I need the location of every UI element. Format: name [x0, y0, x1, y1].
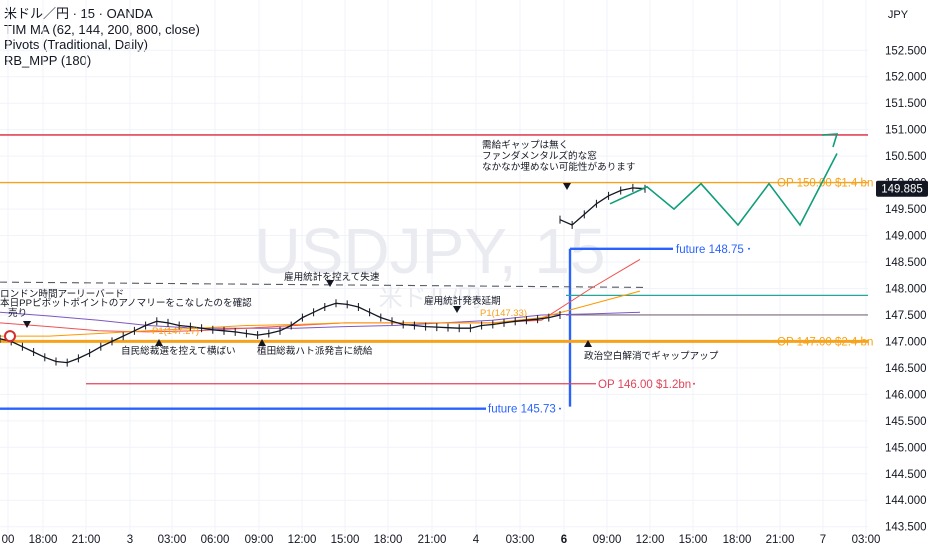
- y-tick-label: 144.500: [885, 469, 927, 481]
- y-tick-label: 149.000: [885, 231, 927, 243]
- annotation-text: ファンダメンタルズ的な窓: [482, 150, 597, 162]
- x-tick-label: 3: [127, 534, 133, 546]
- x-tick-label: 06:00: [201, 534, 230, 546]
- sell-marker-icon: [4, 330, 16, 343]
- x-tick-label: 18:00: [374, 534, 403, 546]
- x-tick-label: 12:00: [288, 534, 317, 546]
- down-arrow-icon: [326, 280, 334, 287]
- x-tick-label: 21:00: [418, 534, 447, 546]
- y-tick-label: 152.000: [885, 72, 927, 84]
- x-tick-label: 09:00: [245, 534, 274, 546]
- y-tick-label: 147.500: [885, 310, 927, 322]
- legend-pivots-indicator[interactable]: Pivots (Traditional, Daily): [4, 37, 149, 52]
- legend-ma-indicator[interactable]: TIM MA (62, 144, 200, 800, close): [4, 21, 200, 37]
- y-tick-label: 143.500: [885, 522, 927, 534]
- annotation-text: 植田総裁ハト派発言に続給: [257, 345, 373, 357]
- legend-symbol[interactable]: 米ドル／円 · 15 · OANDA: [4, 6, 153, 21]
- x-tick-label: 7: [820, 534, 826, 546]
- price-series: [0, 183, 646, 367]
- down-arrow-icon: [23, 321, 31, 328]
- annotation-text: なかなか埋めない可能性があります: [482, 161, 636, 173]
- option-label-146: OP 146.00 $1.2bn: [598, 379, 691, 391]
- projection-line: [609, 153, 838, 227]
- horizontal-levels: OP 150.00 $1.4 bn future 148.75 OP 147.00 …: [0, 134, 873, 416]
- x-tick-label: 6: [561, 534, 567, 546]
- projection-arrowhead: [821, 133, 839, 148]
- y-tick-label: 148.000: [885, 283, 927, 295]
- option-label-150: OP 150.00 $1.4 bn: [777, 178, 873, 190]
- future-label-lower: future 145.73: [488, 404, 556, 416]
- future-label-upper: future 148.75: [676, 244, 744, 256]
- x-tick-label: 03:00: [506, 534, 535, 546]
- up-arrow-icon: [155, 339, 163, 346]
- y-tick-label: 146.500: [885, 363, 927, 375]
- ma-orange-line: [0, 290, 641, 337]
- x-tick-label: 21:00: [72, 534, 101, 546]
- option-label-dot: [693, 382, 695, 385]
- annotations: 需給ギャップは無くファンダメンタルズ的な窓なかなか埋めない可能性があります雇用統…: [0, 139, 719, 362]
- watermark-symbol: USDJPY, 15: [255, 215, 606, 287]
- ma-purple-line: [0, 311, 641, 329]
- chart-legend: 米ドル／円 · 15 · OANDA TIM MA (62, 144, 200,…: [4, 6, 200, 68]
- x-tick-label: 03:00: [852, 534, 881, 546]
- y-tick-label: 151.000: [885, 125, 927, 137]
- y-tick-label: 145.500: [885, 416, 927, 428]
- annotation-text: 雇用統計を控えて失速: [284, 271, 380, 283]
- y-tick-label: 150.500: [885, 151, 927, 163]
- pivot-inline-label: P1(147.33): [480, 308, 527, 319]
- y-tick-label: 149.500: [885, 204, 927, 216]
- moving-averages: [0, 258, 641, 337]
- last-price-badge: [876, 180, 928, 197]
- watermark: USDJPY, 15 米ドル/円: [255, 215, 606, 312]
- annotation-text: 雇用統計発表延期: [424, 295, 501, 307]
- y-tick-label: 144.000: [885, 495, 927, 507]
- annotation-text: 政治空白解消でギャップアップ: [584, 350, 719, 362]
- x-tick-label: 18:00: [723, 534, 752, 546]
- y-tick-label: 146.000: [885, 389, 927, 401]
- annotation-text: 売り: [8, 307, 27, 319]
- up-arrow-icon: [584, 340, 592, 347]
- x-tick-label: 15:00: [679, 534, 708, 546]
- currency-label: JPY: [888, 9, 909, 21]
- legend-mpp-indicator[interactable]: RB_MPP (180): [4, 52, 92, 68]
- down-arrow-icon: [563, 183, 571, 190]
- down-arrow-icon: [453, 306, 461, 313]
- up-arrow-icon: [258, 339, 266, 346]
- y-tick-label: 149.885: [881, 184, 923, 196]
- future-label-dot: [748, 247, 750, 250]
- annotation-text: 需給ギャップは無く: [482, 139, 568, 151]
- axes: JPY 00 18:00 21:00 3 03:00 06:00 09:00 12:00 15:…: [2, 9, 928, 546]
- price-line: [559, 187, 646, 226]
- y-tick-label: 147.000: [885, 336, 927, 348]
- x-tick-label: 18:00: [29, 534, 58, 546]
- x-tick-label: 15:00: [331, 534, 360, 546]
- annotation-text: 自民総裁選を控えて横ばい: [121, 345, 236, 357]
- x-tick-label: 12:00: [636, 534, 665, 546]
- x-tick-label: 4: [473, 534, 480, 546]
- future-label-dot: [559, 407, 561, 410]
- y-tick-label: 152.500: [885, 45, 927, 57]
- y-tick-label: 151.500: [885, 98, 927, 110]
- annotation-text: 本日PPピボットポイントのアノマリーをこなしたのを確認: [0, 297, 252, 309]
- projection-series: [609, 133, 839, 227]
- y-tick-label: 145.000: [885, 442, 927, 454]
- y-tick-label: 148.500: [885, 257, 927, 269]
- x-tick-label: 00: [2, 534, 15, 546]
- pivot-inline-label: P1(147.27): [152, 326, 199, 337]
- x-tick-label: 03:00: [158, 534, 187, 546]
- option-label-147: OP 147.00 $2.4 bn: [777, 336, 873, 348]
- x-tick-label: 09:00: [593, 534, 622, 546]
- watermark-name: 米ドル/円: [379, 285, 482, 312]
- annotation-text: ロンドン時間アーリーバード: [0, 289, 124, 300]
- x-tick-label: 21:00: [766, 534, 795, 546]
